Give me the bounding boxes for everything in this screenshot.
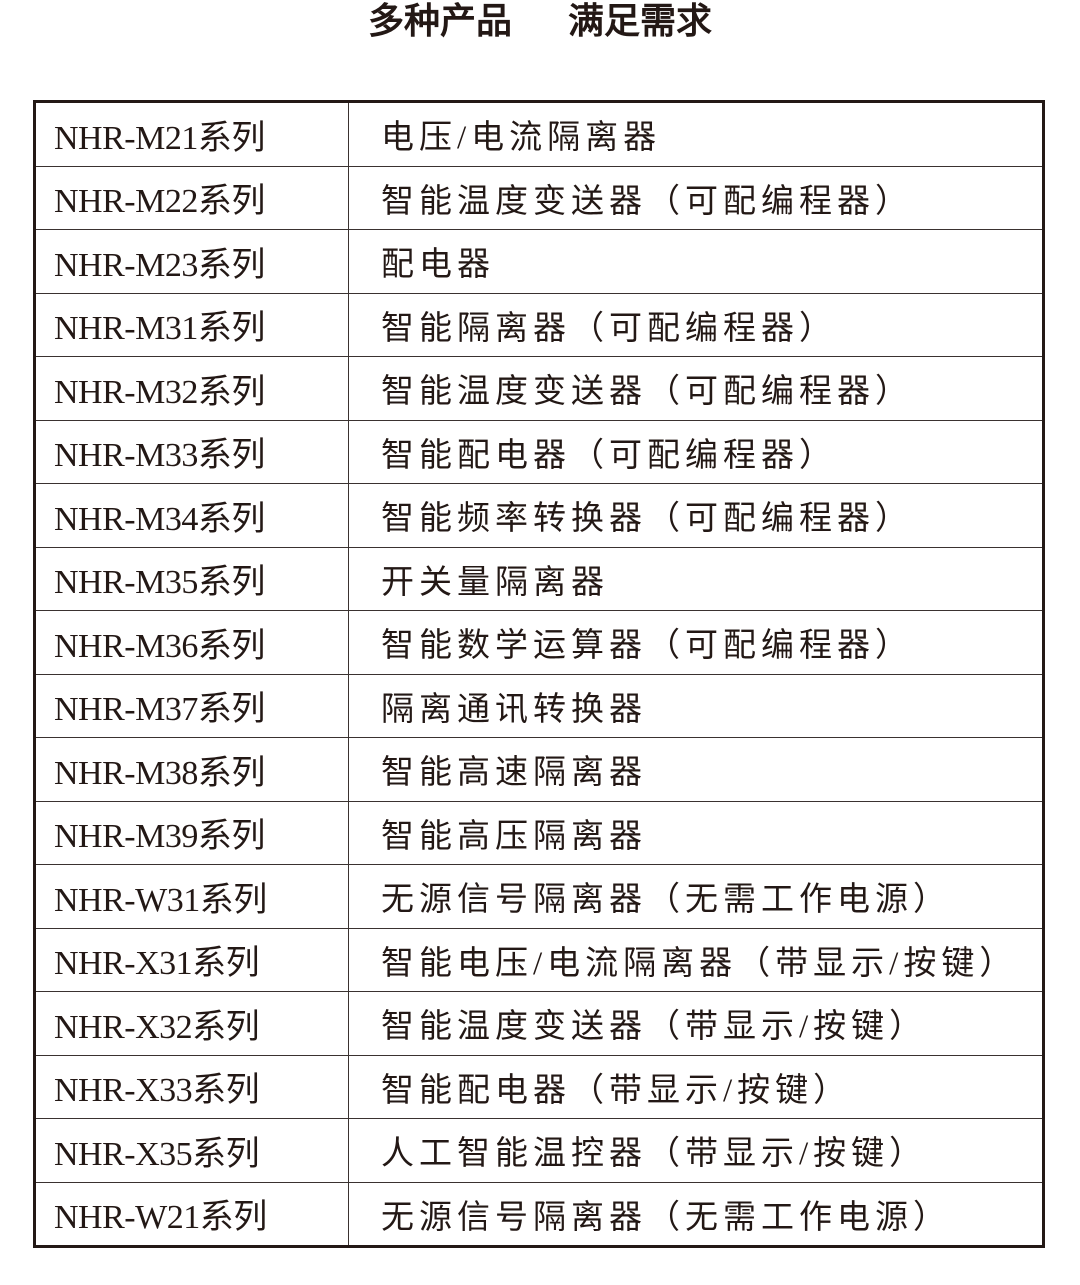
description-cell: 智能高压隔离器: [348, 801, 1044, 865]
model-cell: NHR-M32系列: [34, 356, 349, 421]
model-cell: NHR-M37系列: [34, 674, 349, 738]
description-cell: 智能电压/电流隔离器（带显示/按键）: [348, 928, 1044, 992]
table-row: NHR-M34系列 智能频率转换器（可配编程器）: [34, 483, 1044, 548]
model-cell: NHR-X32系列: [34, 991, 349, 1056]
model-cell: NHR-X33系列: [34, 1055, 349, 1119]
description-cell: 智能配电器（带显示/按键）: [348, 1055, 1044, 1119]
model-cell: NHR-M34系列: [34, 483, 349, 548]
description-cell: 智能配电器（可配编程器）: [348, 420, 1044, 484]
table-row: NHR-M35系列 开关量隔离器: [34, 547, 1044, 611]
table-row: NHR-M31系列 智能隔离器（可配编程器）: [34, 293, 1044, 357]
description-cell: 智能高速隔离器: [348, 737, 1044, 802]
page-title: 多种产品 满足需求: [0, 0, 1080, 44]
description-cell: 隔离通讯转换器: [348, 674, 1044, 738]
description-cell: 智能温度变送器（带显示/按键）: [348, 991, 1044, 1056]
description-cell: 智能温度变送器（可配编程器）: [348, 356, 1044, 421]
model-cell: NHR-X35系列: [34, 1118, 349, 1183]
model-cell: NHR-W31系列: [34, 864, 349, 929]
table-row: NHR-M23系列 配电器: [34, 229, 1044, 294]
model-cell: NHR-M31系列: [34, 293, 349, 357]
model-cell: NHR-M36系列: [34, 610, 349, 675]
table-row: NHR-M21系列 电压/电流隔离器: [34, 101, 1044, 167]
model-cell: NHR-M33系列: [34, 420, 349, 484]
table-row: NHR-M36系列 智能数学运算器（可配编程器）: [34, 610, 1044, 675]
model-cell: NHR-M39系列: [34, 801, 349, 865]
model-cell: NHR-M35系列: [34, 547, 349, 611]
model-cell: NHR-M23系列: [34, 229, 349, 294]
table-row: NHR-X32系列 智能温度变送器（带显示/按键）: [34, 991, 1044, 1056]
model-cell: NHR-M21系列: [34, 101, 349, 167]
description-cell: 智能隔离器（可配编程器）: [348, 293, 1044, 357]
description-cell: 配电器: [348, 229, 1044, 294]
table-row: NHR-M32系列 智能温度变送器（可配编程器）: [34, 356, 1044, 421]
table-row: NHR-M39系列 智能高压隔离器: [34, 801, 1044, 865]
table-row: NHR-M37系列 隔离通讯转换器: [34, 674, 1044, 738]
title-left: 多种产品: [367, 1, 512, 42]
description-cell: 智能数学运算器（可配编程器）: [348, 610, 1044, 675]
product-table: NHR-M21系列 电压/电流隔离器 NHR-M22系列 智能温度变送器（可配编程器）…: [33, 100, 1045, 1248]
description-cell: 人工智能温控器（带显示/按键）: [348, 1118, 1044, 1183]
table-row: NHR-M33系列 智能配电器（可配编程器）: [34, 420, 1044, 484]
table-row: NHR-M38系列 智能高速隔离器: [34, 737, 1044, 802]
table-row: NHR-X33系列 智能配电器（带显示/按键）: [34, 1055, 1044, 1119]
table-row: NHR-W21系列 无源信号隔离器（无需工作电源）: [34, 1182, 1044, 1247]
table-row: NHR-X35系列 人工智能温控器（带显示/按键）: [34, 1118, 1044, 1183]
description-cell: 电压/电流隔离器: [348, 101, 1044, 167]
model-cell: NHR-X31系列: [34, 928, 349, 992]
model-cell: NHR-M38系列: [34, 737, 349, 802]
description-cell: 开关量隔离器: [348, 547, 1044, 611]
description-cell: 无源信号隔离器（无需工作电源）: [348, 864, 1044, 929]
table-row: NHR-M22系列 智能温度变送器（可配编程器）: [34, 166, 1044, 230]
model-cell: NHR-M22系列: [34, 166, 349, 230]
description-cell: 智能频率转换器（可配编程器）: [348, 483, 1044, 548]
description-cell: 无源信号隔离器（无需工作电源）: [381, 1199, 951, 1236]
title-right: 满足需求: [568, 1, 713, 42]
table-row: NHR-X31系列 智能电压/电流隔离器（带显示/按键）: [34, 928, 1044, 992]
table-row: NHR-W31系列 无源信号隔离器（无需工作电源）: [34, 864, 1044, 929]
description-cell: 智能温度变送器（可配编程器）: [348, 166, 1044, 230]
model-cell: NHR-W21系列: [34, 1182, 349, 1247]
